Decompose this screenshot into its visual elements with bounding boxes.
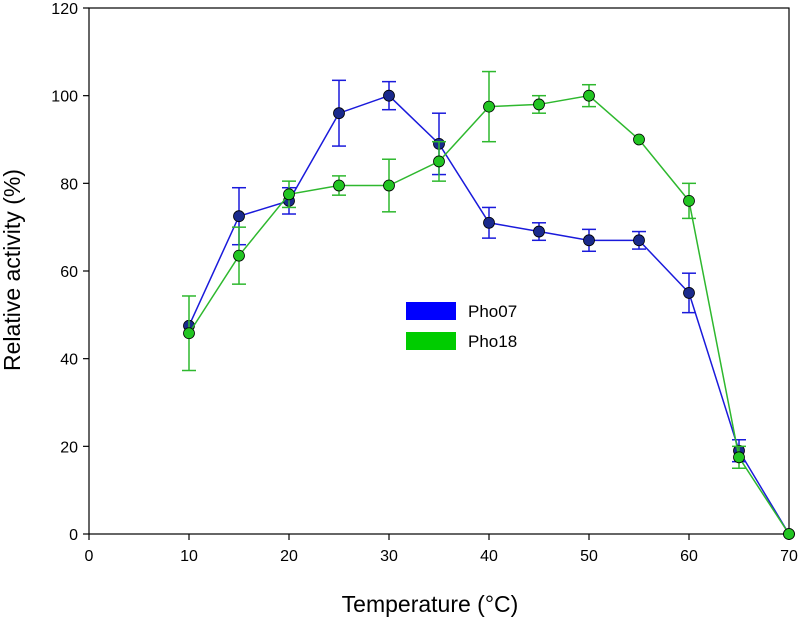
x-tick-label: 0 <box>85 548 94 565</box>
x-tick-label: 50 <box>580 548 598 565</box>
data-point <box>583 234 595 247</box>
data-point <box>583 89 595 102</box>
x-tick-label: 70 <box>780 548 798 565</box>
data-point <box>633 133 645 146</box>
data-point <box>683 287 695 299</box>
x-tick-label: 60 <box>680 548 698 565</box>
data-point <box>333 107 345 120</box>
y-tick-label: 20 <box>60 439 78 456</box>
data-point <box>533 98 545 111</box>
data-point <box>383 89 395 102</box>
x-tick-label: 30 <box>380 548 398 565</box>
data-point <box>283 188 295 201</box>
data-point <box>233 210 245 223</box>
data-point <box>483 100 495 113</box>
plot-area: 0 10 20 30 40 50 60 70 0 20 40 60 80 100 120 Pho07 Pho18 <box>51 1 798 565</box>
legend-swatch <box>406 332 456 350</box>
data-point <box>433 155 445 168</box>
x-tick-label: 20 <box>280 548 298 565</box>
data-point <box>233 249 245 262</box>
data-point <box>183 327 195 340</box>
series-pho18 <box>182 70 795 540</box>
legend-swatch <box>406 302 456 320</box>
data-point <box>483 216 495 229</box>
data-point <box>533 225 545 238</box>
data-point <box>733 451 745 464</box>
y-tick-label: 120 <box>51 1 78 18</box>
y-tick-label: 80 <box>60 176 78 193</box>
legend: Pho07 Pho18 <box>406 302 517 351</box>
data-point <box>333 179 345 192</box>
x-axis-label: Temperature (°C) <box>342 591 519 617</box>
y-tick-label: 100 <box>51 89 78 106</box>
plot-frame <box>88 7 790 535</box>
legend-label: Pho07 <box>468 302 517 321</box>
data-point <box>683 194 695 207</box>
data-point <box>383 179 395 192</box>
y-tick-label: 40 <box>60 352 78 369</box>
data-point <box>783 528 795 540</box>
x-tick-label: 10 <box>180 548 198 565</box>
x-tick-label: 40 <box>480 548 498 565</box>
y-tick-label: 60 <box>60 264 78 281</box>
legend-label: Pho18 <box>468 332 517 351</box>
y-axis-label: Relative activity (%) <box>0 169 25 371</box>
y-tick-label: 0 <box>69 527 78 544</box>
data-point <box>633 234 645 247</box>
